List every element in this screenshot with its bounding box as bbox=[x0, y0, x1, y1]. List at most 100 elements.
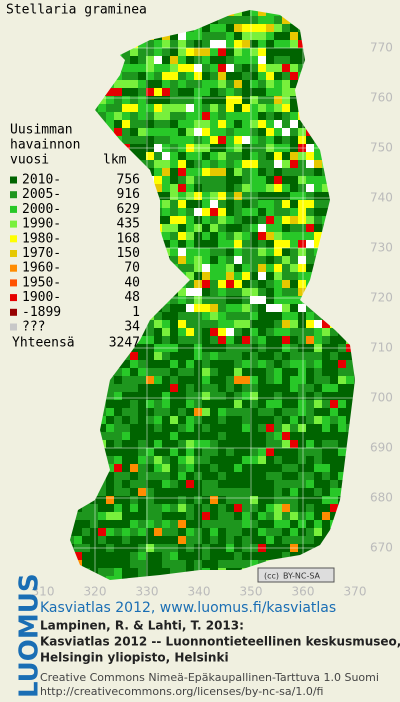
map-cell bbox=[226, 320, 234, 328]
map-cell bbox=[170, 552, 178, 560]
map-cell bbox=[114, 96, 122, 104]
map-cell bbox=[242, 240, 250, 248]
map-cell bbox=[242, 416, 250, 424]
map-cell bbox=[234, 256, 242, 264]
map-cell bbox=[210, 240, 218, 248]
map-cell bbox=[338, 416, 346, 424]
map-cell bbox=[234, 504, 242, 512]
map-cell bbox=[298, 128, 306, 136]
map-cell bbox=[250, 456, 258, 464]
map-cell bbox=[138, 128, 146, 136]
map-cell bbox=[282, 56, 290, 64]
map-cell bbox=[162, 432, 170, 440]
map-cell bbox=[322, 368, 330, 376]
map-cell bbox=[170, 352, 178, 360]
map-cell bbox=[106, 416, 114, 424]
map-cell bbox=[250, 96, 258, 104]
map-cell bbox=[138, 368, 146, 376]
map-cell bbox=[226, 72, 234, 80]
map-cell bbox=[210, 384, 218, 392]
map-cell bbox=[242, 112, 250, 120]
map-cell bbox=[290, 48, 298, 56]
map-cell bbox=[194, 216, 202, 224]
map-cell bbox=[250, 400, 258, 408]
map-cell bbox=[266, 80, 274, 88]
map-cell bbox=[194, 464, 202, 472]
map-cell bbox=[314, 504, 322, 512]
map-cell bbox=[146, 136, 154, 144]
map-cell bbox=[146, 424, 154, 432]
map-cell bbox=[306, 200, 314, 208]
map-cell bbox=[218, 504, 226, 512]
map-cell bbox=[266, 136, 274, 144]
legend-swatch bbox=[10, 323, 17, 331]
map-cell bbox=[90, 512, 98, 520]
map-cell bbox=[226, 280, 234, 288]
map-cell bbox=[234, 528, 242, 536]
map-cell bbox=[298, 192, 306, 200]
map-cell bbox=[250, 552, 258, 560]
map-cell bbox=[314, 496, 322, 504]
map-cell bbox=[210, 272, 218, 280]
map-cell bbox=[122, 440, 130, 448]
map-cell bbox=[234, 280, 242, 288]
map-cell bbox=[170, 136, 178, 144]
map-cell bbox=[218, 512, 226, 520]
map-cell bbox=[130, 96, 138, 104]
map-cell bbox=[202, 152, 210, 160]
map-cell bbox=[122, 48, 130, 56]
map-cell bbox=[282, 200, 290, 208]
map-cell bbox=[274, 552, 282, 560]
map-cell bbox=[338, 400, 346, 408]
map-cell bbox=[194, 376, 202, 384]
map-cell bbox=[218, 464, 226, 472]
map-cell bbox=[178, 432, 186, 440]
map-cell bbox=[282, 368, 290, 376]
map-cell bbox=[218, 336, 226, 344]
map-cell bbox=[170, 560, 178, 568]
map-cell bbox=[266, 240, 274, 248]
map-cell bbox=[162, 512, 170, 520]
map-cell bbox=[162, 416, 170, 424]
map-cell bbox=[226, 440, 234, 448]
map-cell bbox=[154, 56, 162, 64]
map-cell bbox=[218, 400, 226, 408]
map-cell bbox=[98, 112, 106, 120]
map-cell bbox=[282, 520, 290, 528]
map-cell bbox=[274, 56, 282, 64]
map-cell bbox=[258, 496, 266, 504]
map-cell bbox=[226, 312, 234, 320]
map-cell bbox=[258, 32, 266, 40]
map-cell bbox=[258, 264, 266, 272]
map-cell bbox=[106, 480, 114, 488]
map-cell bbox=[266, 312, 274, 320]
map-cell bbox=[210, 128, 218, 136]
map-cell bbox=[250, 520, 258, 528]
map-cell bbox=[218, 120, 226, 128]
map-cell bbox=[290, 392, 298, 400]
map-cell bbox=[178, 160, 186, 168]
map-cell bbox=[210, 192, 218, 200]
map-cell bbox=[314, 184, 322, 192]
map-cell bbox=[266, 512, 274, 520]
map-cell bbox=[178, 504, 186, 512]
map-cell bbox=[218, 96, 226, 104]
map-cell bbox=[242, 432, 250, 440]
map-cell bbox=[242, 272, 250, 280]
map-cell bbox=[282, 16, 290, 24]
map-cell bbox=[274, 304, 282, 312]
map-cell bbox=[226, 480, 234, 488]
map-cell bbox=[226, 200, 234, 208]
map-cell bbox=[218, 152, 226, 160]
map-cell bbox=[274, 224, 282, 232]
map-cell bbox=[162, 376, 170, 384]
legend-swatch bbox=[10, 235, 17, 243]
map-cell bbox=[274, 112, 282, 120]
map-cell bbox=[306, 448, 314, 456]
map-cell bbox=[106, 112, 114, 120]
map-cell bbox=[114, 80, 122, 88]
map-cell bbox=[122, 72, 130, 80]
map-cell bbox=[282, 464, 290, 472]
map-cell bbox=[274, 336, 282, 344]
